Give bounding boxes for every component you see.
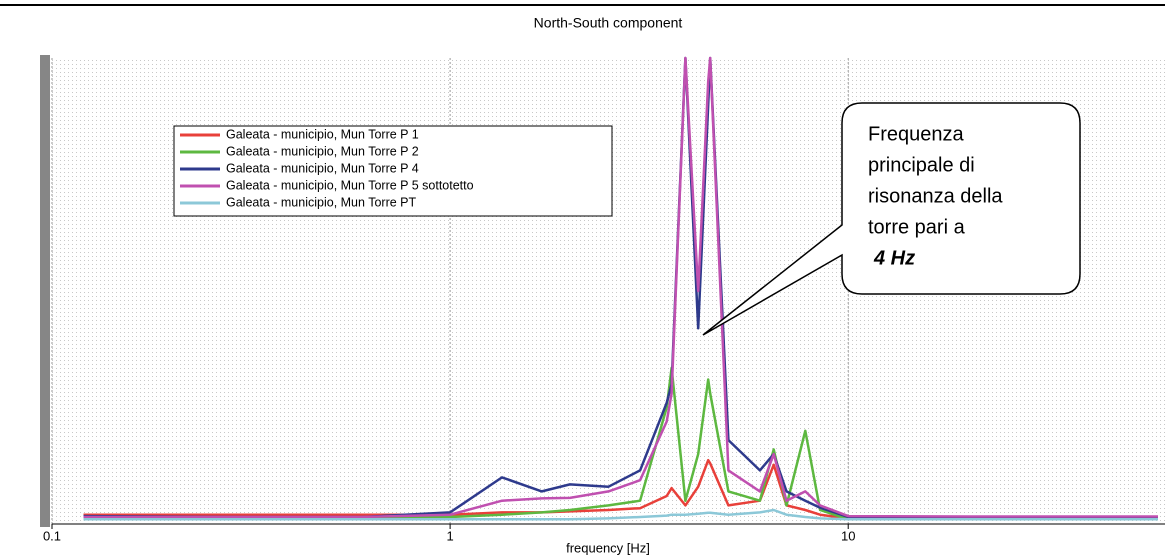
annotation-text: risonanza della bbox=[868, 185, 1003, 207]
callout bbox=[702, 102, 1081, 336]
legend-label: Galeata - municipio, Mun Torre P 4 bbox=[226, 161, 419, 175]
x-tick-label: 10 bbox=[841, 528, 855, 543]
annotation-text: Frequenza bbox=[868, 123, 964, 145]
annotation-text: 4 Hz bbox=[873, 247, 915, 269]
chart-title: North-South component bbox=[534, 15, 683, 31]
x-tick-label: 0.1 bbox=[43, 528, 61, 543]
series-line bbox=[83, 366, 1158, 521]
legend-box bbox=[173, 125, 613, 217]
legend-label: Galeata - municipio, Mun Torre PT bbox=[226, 195, 416, 209]
annotation-text: principale di bbox=[868, 154, 975, 176]
legend-label: Galeata - municipio, Mun Torre P 2 bbox=[226, 144, 419, 158]
series-line bbox=[83, 458, 1158, 521]
annotation-text: torre pari a bbox=[868, 216, 966, 238]
series-line bbox=[83, 508, 1158, 521]
series-line bbox=[83, 56, 1158, 519]
x-axis-label: frequency [Hz] bbox=[566, 540, 650, 555]
x-tick-label: 1 bbox=[446, 528, 453, 543]
legend-label: Galeata - municipio, Mun Torre P 5 sotto… bbox=[226, 178, 474, 192]
y-axis-strip bbox=[40, 55, 50, 527]
legend-label: Galeata - municipio, Mun Torre P 1 bbox=[226, 127, 419, 141]
